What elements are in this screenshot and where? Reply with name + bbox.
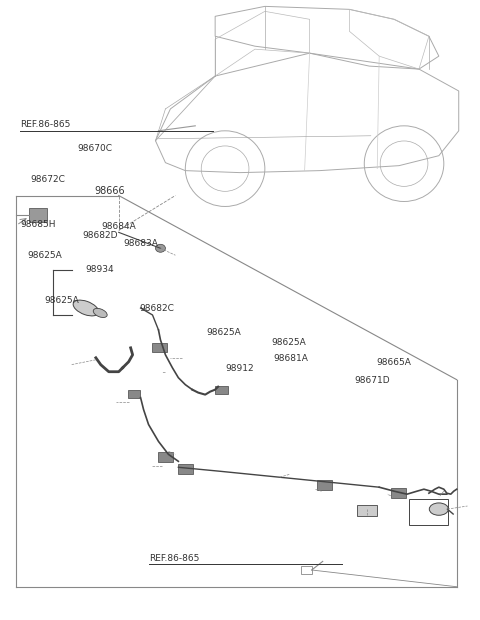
FancyBboxPatch shape	[128, 389, 140, 398]
FancyBboxPatch shape	[391, 488, 406, 498]
FancyBboxPatch shape	[158, 452, 173, 462]
Text: 98681A: 98681A	[274, 353, 308, 363]
Text: 98625A: 98625A	[44, 296, 79, 305]
Text: 98934: 98934	[85, 265, 114, 275]
Ellipse shape	[93, 308, 107, 317]
Text: 98672C: 98672C	[30, 175, 65, 184]
FancyBboxPatch shape	[29, 208, 47, 223]
Text: 98683A: 98683A	[123, 239, 158, 248]
Text: REF.86-865: REF.86-865	[21, 120, 71, 130]
Text: 98682D: 98682D	[83, 231, 118, 241]
FancyBboxPatch shape	[178, 464, 193, 474]
Text: 98625A: 98625A	[206, 329, 241, 337]
FancyBboxPatch shape	[357, 505, 377, 516]
Text: 98625A: 98625A	[28, 251, 62, 260]
Text: 98685H: 98685H	[21, 220, 56, 229]
Text: 98625A: 98625A	[271, 338, 306, 347]
Text: 98671D: 98671D	[355, 376, 390, 386]
Ellipse shape	[156, 244, 166, 252]
Ellipse shape	[73, 300, 99, 316]
Ellipse shape	[429, 503, 448, 515]
Text: 98665A: 98665A	[376, 358, 411, 367]
Text: 98666: 98666	[95, 187, 125, 197]
Text: REF.86-865: REF.86-865	[149, 554, 200, 562]
Text: 98670C: 98670C	[78, 144, 113, 153]
Text: 98684A: 98684A	[102, 222, 136, 231]
FancyBboxPatch shape	[317, 480, 332, 490]
FancyBboxPatch shape	[152, 343, 168, 352]
Text: 98682C: 98682C	[140, 304, 175, 313]
Text: 98912: 98912	[226, 364, 254, 373]
FancyBboxPatch shape	[215, 386, 228, 394]
